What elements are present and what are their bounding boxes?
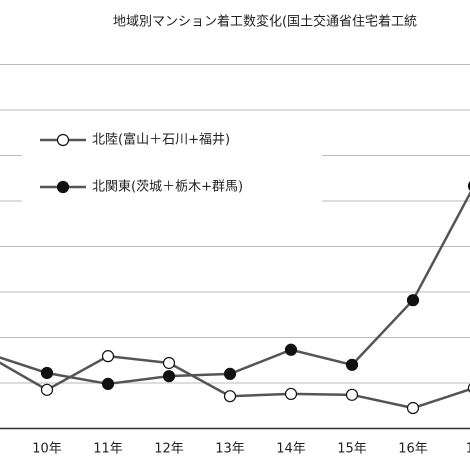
x-tick-label: 16年 (398, 442, 428, 457)
legend-marker (56, 133, 70, 147)
x-tick-label: 13年 (215, 442, 245, 457)
point (284, 343, 298, 356)
series-line (0, 190, 470, 386)
point (101, 350, 115, 363)
point (345, 358, 359, 371)
series-line (0, 354, 470, 410)
legend-label: 北陸(富山＋石川+福井) (92, 132, 230, 148)
point (406, 294, 420, 307)
legend-label: 北関東(茨城＋栃木+群馬) (92, 179, 243, 195)
point (345, 388, 359, 401)
point (40, 383, 54, 396)
legend-box (22, 112, 322, 207)
x-tick-label: 15年 (337, 442, 367, 457)
point (162, 370, 176, 383)
chart-title: 地域別マンション着工数変化(国土交通省住宅着工統 (113, 14, 417, 30)
x-tick-label: 12年 (154, 442, 184, 457)
legend-marker (56, 180, 70, 194)
x-tick-label: 10年 (32, 442, 62, 457)
x-tick-label: 17 (466, 442, 470, 457)
point (223, 367, 237, 380)
point (406, 401, 420, 415)
point (162, 356, 176, 370)
point (223, 390, 237, 403)
x-tick-label: 14年 (276, 442, 306, 457)
x-tick-label: 11年 (93, 442, 123, 457)
point (101, 377, 115, 391)
point (40, 366, 54, 380)
point (284, 387, 298, 401)
